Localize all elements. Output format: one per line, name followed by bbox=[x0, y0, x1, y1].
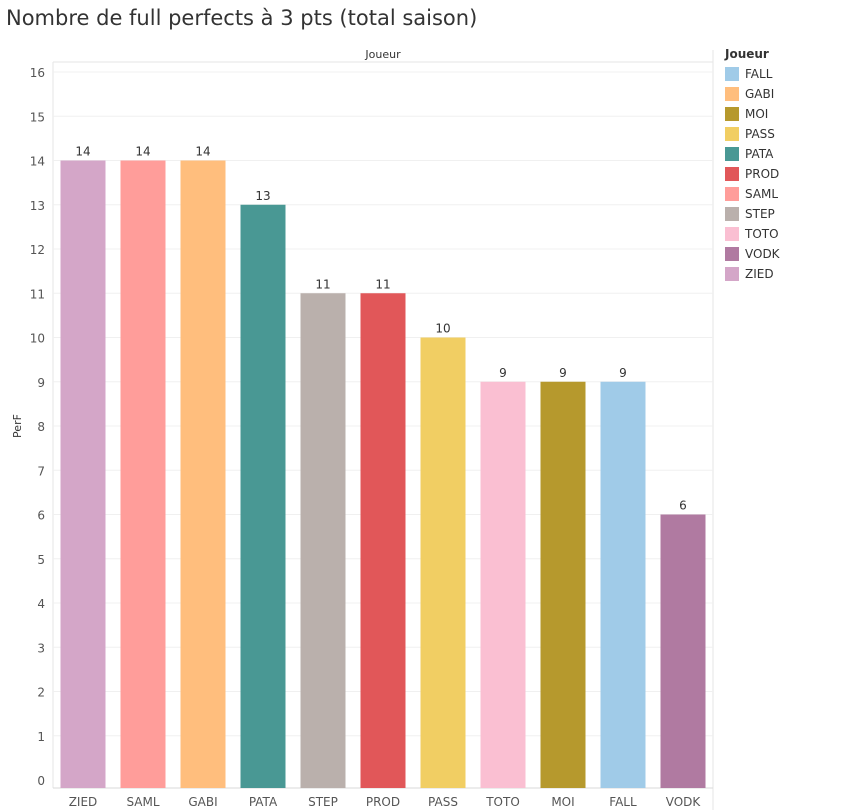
y-tick-label: 12 bbox=[30, 243, 45, 257]
legend-label: TOTO bbox=[745, 227, 779, 241]
y-axis-label: PerF bbox=[11, 414, 24, 438]
legend-item-toto[interactable]: TOTO bbox=[725, 224, 855, 244]
legend-label: STEP bbox=[745, 207, 775, 221]
bar-saml bbox=[120, 160, 166, 788]
y-tick-label: 9 bbox=[37, 376, 45, 390]
legend-item-prod[interactable]: PROD bbox=[725, 164, 855, 184]
legend-swatch bbox=[725, 187, 739, 201]
bar-step bbox=[300, 293, 346, 788]
data-label: 11 bbox=[315, 277, 330, 291]
y-tick-label: 13 bbox=[30, 199, 45, 213]
legend-item-fall[interactable]: FALL bbox=[725, 64, 855, 84]
data-label: 14 bbox=[135, 145, 150, 159]
legend-swatch bbox=[725, 107, 739, 121]
bar-pata bbox=[240, 204, 286, 788]
y-tick-label: 7 bbox=[37, 464, 45, 478]
data-label: 6 bbox=[679, 499, 687, 513]
legend-item-pata[interactable]: PATA bbox=[725, 144, 855, 164]
column-header: Joueur bbox=[364, 48, 401, 61]
legend-label: VODK bbox=[745, 247, 780, 261]
y-tick-label: 2 bbox=[37, 686, 45, 700]
legend-swatch bbox=[725, 67, 739, 81]
legend-swatch bbox=[725, 167, 739, 181]
bar-toto bbox=[480, 381, 526, 788]
x-tick-label: ZIED bbox=[69, 795, 98, 809]
chart-title: Nombre de full perfects à 3 pts (total s… bbox=[6, 6, 478, 30]
data-label: 9 bbox=[619, 366, 627, 380]
y-tick-label: 5 bbox=[37, 553, 45, 567]
y-tick-label: 1 bbox=[37, 730, 45, 744]
legend-label: PROD bbox=[745, 167, 780, 181]
y-tick-label: 3 bbox=[37, 641, 45, 655]
x-tick-label: FALL bbox=[609, 795, 637, 809]
data-label: 9 bbox=[559, 366, 567, 380]
data-label: 10 bbox=[435, 322, 450, 336]
y-tick-label: 8 bbox=[37, 420, 45, 434]
data-label: 13 bbox=[255, 189, 270, 203]
legend-swatch bbox=[725, 127, 739, 141]
legend-label: FALL bbox=[745, 67, 773, 81]
x-tick-label: VODK bbox=[666, 795, 702, 809]
x-tick-label: MOI bbox=[551, 795, 574, 809]
legend-swatch bbox=[725, 147, 739, 161]
legend-item-step[interactable]: STEP bbox=[725, 204, 855, 224]
x-tick-label: GABI bbox=[188, 795, 217, 809]
legend-item-moi[interactable]: MOI bbox=[725, 104, 855, 124]
x-tick-label: PASS bbox=[428, 795, 458, 809]
y-tick-label: 11 bbox=[30, 287, 45, 301]
y-tick-label: 14 bbox=[30, 155, 45, 169]
legend-item-pass[interactable]: PASS bbox=[725, 124, 855, 144]
data-label: 14 bbox=[195, 145, 210, 159]
legend-label: PATA bbox=[745, 147, 774, 161]
y-tick-label: 4 bbox=[37, 597, 45, 611]
legend-item-zied[interactable]: ZIED bbox=[725, 264, 855, 284]
y-tick-label: 0 bbox=[37, 774, 45, 788]
legend-label: MOI bbox=[745, 107, 769, 121]
legend: Joueur FALL GABI MOI PASS PATA PROD SAML STEP TO… bbox=[725, 47, 855, 284]
legend-label: PASS bbox=[745, 127, 775, 141]
bar-pass bbox=[420, 337, 466, 788]
y-tick-label: 16 bbox=[30, 66, 45, 80]
data-label: 14 bbox=[75, 145, 90, 159]
legend-item-vodk[interactable]: VODK bbox=[725, 244, 855, 264]
x-tick-label: TOTO bbox=[485, 795, 520, 809]
x-tick-label: PATA bbox=[249, 795, 278, 809]
bar-prod bbox=[360, 293, 406, 788]
legend-swatch bbox=[725, 227, 739, 241]
bar-vodk bbox=[660, 514, 706, 788]
x-tick-label: PROD bbox=[366, 795, 400, 809]
legend-label: ZIED bbox=[745, 267, 774, 281]
legend-item-gabi[interactable]: GABI bbox=[725, 84, 855, 104]
legend-swatch bbox=[725, 87, 739, 101]
legend-label: GABI bbox=[745, 87, 775, 101]
legend-title: Joueur bbox=[725, 47, 769, 61]
data-label: 9 bbox=[499, 366, 507, 380]
data-label: 11 bbox=[375, 277, 390, 291]
y-tick-label: 10 bbox=[30, 332, 45, 346]
bar-moi bbox=[540, 381, 586, 788]
legend-swatch bbox=[725, 267, 739, 281]
bar-fall bbox=[600, 381, 646, 788]
bar-gabi bbox=[180, 160, 226, 788]
legend-swatch bbox=[725, 247, 739, 261]
x-tick-label: SAML bbox=[126, 795, 159, 809]
legend-label: SAML bbox=[745, 187, 779, 201]
bar-zied bbox=[60, 160, 106, 788]
legend-item-saml[interactable]: SAML bbox=[725, 184, 855, 204]
x-tick-label: STEP bbox=[308, 795, 338, 809]
bar-chart: Joueur012345678910111213141516PerF14ZIED… bbox=[11, 48, 714, 810]
y-tick-label: 15 bbox=[30, 110, 45, 124]
y-tick-label: 6 bbox=[37, 509, 45, 523]
legend-swatch bbox=[725, 207, 739, 221]
